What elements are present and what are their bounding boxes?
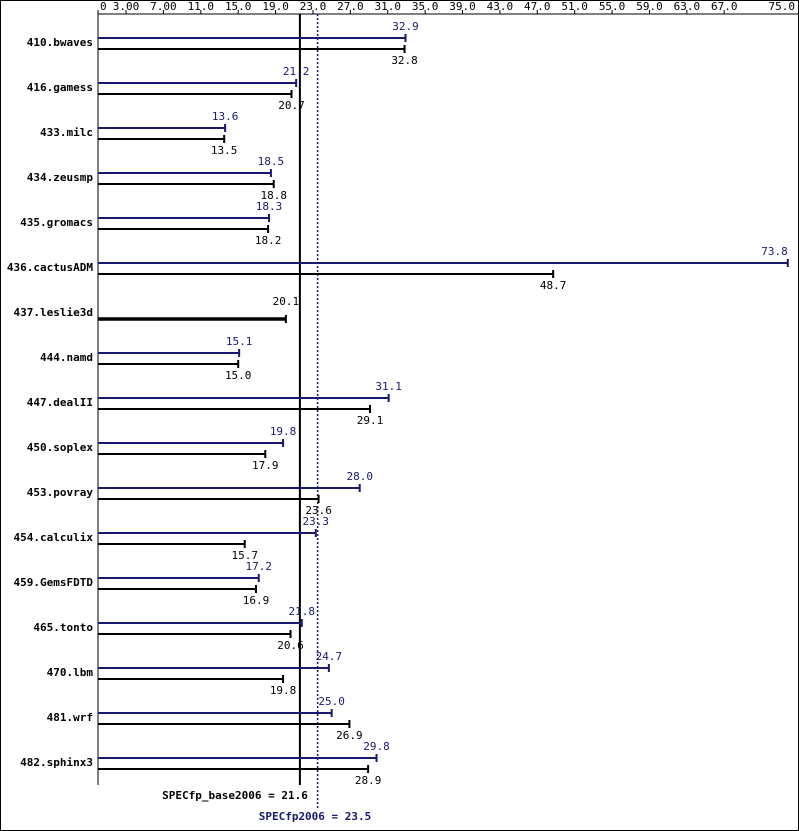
category-label: 416.gamess [27,81,93,94]
value-label: 15.0 [225,369,252,382]
value-label: 19.8 [270,425,297,438]
category-label: 435.gromacs [20,216,93,229]
x-tick-label: 35.0 [412,0,439,13]
category-label: 434.zeusmp [27,171,94,184]
value-label: 25.0 [318,695,345,708]
x-tick-label: 47.0 [524,0,551,13]
reference-label: SPECfp2006 = 23.5 [259,810,372,823]
value-label: 15.1 [226,335,253,348]
value-label: 16.9 [243,594,270,607]
category-label: 437.leslie3d [14,306,93,319]
x-tick-label: 67.0 [711,0,738,13]
x-tick-label: 43.0 [487,0,514,13]
value-label: 18.5 [258,155,285,168]
category-label: 454.calculix [14,531,94,544]
x-tick-label: 11.0 [188,0,215,13]
x-tick-label: 31.0 [374,0,401,13]
category-label: 481.wrf [47,711,93,724]
value-label: 20.1 [273,295,300,308]
x-tick-label: 51.0 [561,0,588,13]
category-label: 436.cactusADM [7,261,93,274]
value-label: 31.1 [375,380,402,393]
value-label: 20.7 [278,99,305,112]
value-label: 17.2 [246,560,273,573]
category-label: 465.tonto [33,621,93,634]
category-label: 470.lbm [47,666,94,679]
x-tick-label: 19.0 [262,0,289,13]
x-tick-label: 75.0 [769,0,796,13]
category-label: 447.dealII [27,396,93,409]
category-label: 450.soplex [27,441,94,454]
category-label: 444.namd [40,351,93,364]
value-label: 18.8 [260,189,287,202]
x-tick-label: 63.0 [674,0,701,13]
value-label: 73.8 [761,245,788,258]
x-tick-label: 27.0 [337,0,364,13]
x-tick-label: 7.00 [150,0,177,13]
value-label: 23.3 [303,515,330,528]
x-tick-label: 55.0 [599,0,626,13]
value-label: 32.8 [391,54,418,67]
category-label: 453.povray [27,486,94,499]
value-label: 19.8 [270,684,297,697]
value-label: 26.9 [336,729,363,742]
value-label: 20.6 [277,639,304,652]
value-label: 28.9 [355,774,382,787]
category-label: 410.bwaves [27,36,93,49]
value-label: 24.7 [316,650,343,663]
value-label: 28.0 [346,470,373,483]
x-tick-label: 59.0 [636,0,663,13]
category-label: 459.GemsFDTD [14,576,94,589]
value-label: 13.5 [211,144,238,157]
reference-label: SPECfp_base2006 = 21.6 [162,789,308,802]
x-tick-label: 39.0 [449,0,476,13]
value-label: 18.2 [255,234,282,247]
category-label: 433.milc [40,126,93,139]
category-label: 482.sphinx3 [20,756,93,769]
value-label: 29.8 [363,740,390,753]
value-label: 23.6 [305,504,332,517]
value-label: 15.7 [231,549,258,562]
x-tick-label: 23.0 [300,0,327,13]
x-tick-label: 3.00 [113,0,140,13]
x-tick-label: 0 [100,0,107,13]
value-label: 17.9 [252,459,279,472]
value-label: 13.6 [212,110,239,123]
value-label: 21.8 [289,605,316,618]
value-label: 18.3 [256,200,283,213]
value-label: 32.9 [392,20,419,33]
value-label: 29.1 [357,414,384,427]
x-tick-label: 15.0 [225,0,252,13]
value-label: 48.7 [540,279,567,292]
value-label: 21.2 [283,65,310,78]
